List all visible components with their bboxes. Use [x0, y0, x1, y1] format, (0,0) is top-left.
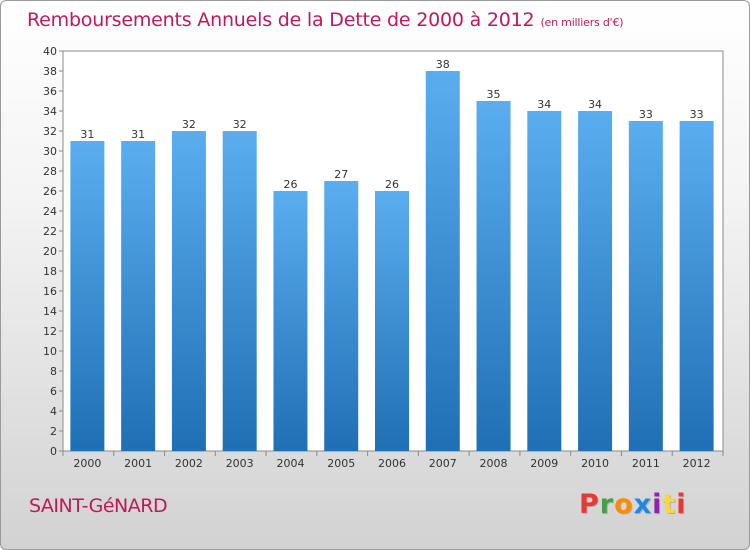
bar — [425, 71, 460, 451]
y-tick-label: 34 — [43, 105, 57, 118]
y-tick-label: 26 — [43, 185, 57, 198]
x-tick-label: 2012 — [683, 457, 711, 470]
data-label: 32 — [182, 118, 196, 131]
y-tick-label: 14 — [43, 305, 57, 318]
x-tick-label: 2009 — [530, 457, 558, 470]
y-tick-label: 20 — [43, 245, 57, 258]
data-label: 34 — [537, 98, 551, 111]
x-tick-label: 2005 — [327, 457, 355, 470]
logo-letter: P — [579, 489, 600, 520]
y-tick-label: 6 — [50, 385, 57, 398]
bar — [222, 131, 257, 451]
chart-title: Remboursements Annuels de la Dette de 20… — [27, 9, 624, 31]
y-tick-label: 30 — [43, 145, 57, 158]
bar — [70, 141, 105, 451]
data-label: 31 — [80, 128, 94, 141]
logo-letter: i — [676, 489, 687, 520]
x-tick-label: 2004 — [276, 457, 304, 470]
x-tick-label: 2006 — [378, 457, 406, 470]
logo-letter: o — [614, 489, 634, 520]
bar — [679, 121, 714, 451]
x-axis: 2000 2001 2002 2003 2004 2005 2006 2007 2008 2009… — [62, 451, 724, 470]
data-label: 33 — [690, 108, 704, 121]
data-label: 34 — [588, 98, 602, 111]
data-label: 31 — [131, 128, 145, 141]
y-tick-label: 4 — [50, 405, 57, 418]
data-label: 27 — [334, 168, 348, 181]
logo-letter: t — [662, 489, 677, 520]
x-tick-label: 2008 — [480, 457, 508, 470]
y-tick-label: 18 — [43, 265, 57, 278]
y-tick-label: 40 — [43, 45, 57, 58]
x-tick-label: 2003 — [226, 457, 254, 470]
data-label: 38 — [436, 58, 450, 71]
data-label: 26 — [385, 178, 399, 191]
x-tick-label: 2000 — [73, 457, 101, 470]
y-tick-label: 32 — [43, 125, 57, 138]
logo-letter: i — [652, 489, 663, 520]
bar — [578, 111, 613, 451]
y-tick-label: 22 — [43, 225, 57, 238]
chart-title-text: Remboursements Annuels de la Dette de 20… — [27, 9, 535, 31]
x-tick-label: 2002 — [175, 457, 203, 470]
bar — [628, 121, 663, 451]
commune-name: SAINT-GéNARD — [29, 495, 168, 517]
y-tick-label: 0 — [50, 445, 57, 458]
x-tick-label: 2007 — [429, 457, 457, 470]
y-tick-label: 16 — [43, 285, 57, 298]
x-tick-label: 2010 — [581, 457, 609, 470]
bar — [273, 191, 308, 451]
y-tick-label: 10 — [43, 345, 57, 358]
y-tick-label: 8 — [50, 365, 57, 378]
bar — [324, 181, 359, 451]
data-label: 32 — [233, 118, 247, 131]
logo-letter: x — [633, 489, 653, 520]
proxiti-logo: Proxiti — [579, 489, 687, 520]
data-label: 26 — [283, 178, 297, 191]
x-tick-label: 2011 — [632, 457, 660, 470]
y-tick-label: 36 — [43, 85, 57, 98]
bar — [476, 101, 511, 451]
bar — [121, 141, 156, 451]
data-label: 35 — [487, 88, 501, 101]
y-tick-label: 24 — [43, 205, 57, 218]
chart-unit: (en milliers d'€) — [540, 16, 624, 29]
bar — [527, 111, 562, 451]
y-tick-label: 28 — [43, 165, 57, 178]
y-tick-label: 12 — [43, 325, 57, 338]
bar — [375, 191, 409, 451]
x-tick-label: 2001 — [124, 457, 152, 470]
bar — [171, 131, 206, 451]
bars: 31 31 32 32 26 27 26 38 35 34 34 33 33 — [70, 58, 714, 451]
logo-letter: r — [599, 489, 615, 520]
y-tick-label: 2 — [50, 425, 57, 438]
y-tick-label: 38 — [43, 65, 57, 78]
data-label: 33 — [639, 108, 653, 121]
